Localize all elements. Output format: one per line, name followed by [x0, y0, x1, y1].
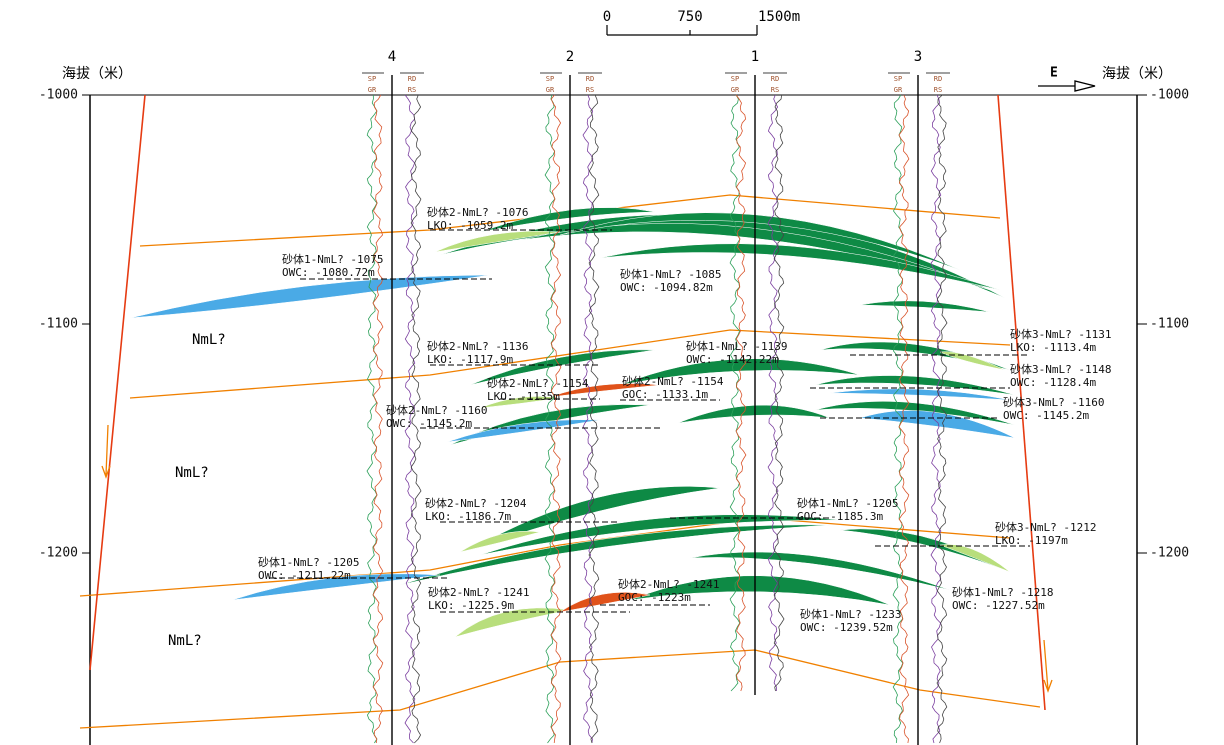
formation-label: NmL?: [192, 332, 226, 348]
sand-lens: [130, 275, 490, 318]
log-label: RS: [934, 86, 942, 94]
annotation-title: 砂体2-NmL? -1154: [622, 374, 724, 388]
scale-bar: [607, 25, 757, 35]
annotation-title: 砂体2-NmL? -1204: [425, 496, 527, 510]
log-curve: [589, 95, 599, 743]
sand-lens: [435, 231, 560, 252]
tick-label: -1100: [1150, 317, 1189, 332]
direction-arrow: [1038, 81, 1095, 91]
well-name: 2: [566, 49, 574, 65]
annotation-contact: GOC: -1223m: [618, 591, 691, 604]
tick-label: -1200: [1150, 546, 1189, 561]
well-name: 1: [751, 49, 759, 65]
fault-arrow: [102, 425, 110, 477]
annotation-contact: LKO: -1059.2m: [427, 219, 513, 232]
axis-title: 海拔（米）: [62, 66, 132, 82]
annotation-contact: OWC: -1227.52m: [952, 599, 1045, 612]
log-curve: [373, 95, 383, 743]
annotation-title: 砂体2-NmL? -1160: [386, 403, 487, 417]
axis-title: 海拔（米）: [1102, 66, 1172, 82]
fault: [90, 95, 145, 670]
annotation-contact: LKO: -1197m: [995, 534, 1068, 547]
log-label: GR: [731, 86, 740, 94]
annotation-contact: OWC: -1142.22m: [686, 353, 779, 366]
log-label: RD: [771, 75, 779, 83]
scale-label: 1500m: [758, 9, 800, 25]
log-label: GR: [894, 86, 903, 94]
log-curve: [774, 95, 784, 691]
annotation-title: 砂体1-NmL? -1218: [952, 585, 1053, 599]
annotation-title: 砂体2-NmL? -1154: [487, 376, 589, 390]
annotation-title: 砂体3-NmL? -1131: [1010, 327, 1111, 341]
sand-lens: [860, 301, 990, 312]
log-label: GR: [368, 86, 377, 94]
annotation-title: 砂体3-NmL? -1148: [1010, 362, 1111, 376]
log-label: RS: [586, 86, 594, 94]
sand-lens: [940, 544, 1010, 572]
annotation-contact: LKO: -1117.9m: [427, 353, 513, 366]
annotation-contact: GOC: -1133.1m: [622, 388, 708, 401]
annotation-contact: OWC: -1239.52m: [800, 621, 893, 634]
annotation-title: 砂体1-NmL? -1139: [686, 339, 787, 353]
annotation-title: 砂体2-NmL? -1136: [427, 339, 528, 353]
log-label: SP: [368, 75, 376, 83]
annotation-contact: OWC: -1094.82m: [620, 281, 713, 294]
horizon: [80, 650, 1040, 728]
annotation-title: 砂体2-NmL? -1241: [618, 577, 719, 591]
sand-lens: [940, 352, 1005, 370]
sand-lens: [820, 342, 1010, 370]
log-label: RS: [408, 86, 416, 94]
tick-label: -1000: [1150, 88, 1189, 103]
sand-lens: [678, 405, 830, 423]
annotation-contact: LKO: -1135m: [487, 390, 560, 403]
annotation-contact: LKO: -1186.7m: [425, 510, 511, 523]
annotation-title: 砂体1-NmL? -1205: [797, 496, 898, 510]
scale-label: 750: [677, 9, 702, 25]
log-label: RS: [771, 86, 779, 94]
annotation-contact: GOC: -1185.3m: [797, 510, 883, 523]
annotation-contact: OWC: -1145.2m: [1003, 409, 1089, 422]
scale-label: 0: [603, 9, 611, 25]
log-label: GR: [546, 86, 555, 94]
annotation-title: 砂体1-NmL? -1205: [258, 555, 359, 569]
log-label: SP: [731, 75, 739, 83]
formation-label: NmL?: [168, 633, 202, 649]
log-label: RD: [408, 75, 416, 83]
formation-label: NmL?: [175, 465, 209, 481]
log-label: SP: [546, 75, 554, 83]
annotation-title: 砂体2-NmL? -1076: [427, 205, 528, 219]
annotation-title: 砂体1-NmL? -1233: [800, 607, 901, 621]
cross-section: 0 750 1500m 海拔（米） 海拔（米） E 4 SP GR RD RS 2 SP GR…: [0, 0, 1224, 745]
annotation-contact: LKO: -1113.4m: [1010, 341, 1096, 354]
annotation-title: 砂体2-NmL? -1241: [428, 585, 529, 599]
direction-label: E: [1050, 66, 1058, 81]
well-name: 3: [914, 49, 922, 65]
log-label: SP: [894, 75, 902, 83]
tick-label: -1000: [39, 88, 78, 103]
log-curve: [367, 95, 377, 743]
log-label: RD: [934, 75, 942, 83]
tick-label: -1200: [39, 546, 78, 561]
annotation-contact: LKO: -1225.9m: [428, 599, 514, 612]
annotation-contact: OWC: -1128.4m: [1010, 376, 1096, 389]
page: 0 750 1500m 海拔（米） 海拔（米） E 4 SP GR RD RS 2 SP GR…: [0, 0, 1224, 745]
fault-arrow: [1044, 640, 1052, 691]
annotation-contact: OWC: -1211.22m: [258, 569, 351, 582]
well-name: 4: [388, 49, 396, 65]
annotation-title: 砂体3-NmL? -1160: [1003, 395, 1104, 409]
annotation-contact: OWC: -1080.72m: [282, 266, 375, 279]
annotation-title: 砂体1-NmL? -1075: [282, 252, 383, 266]
log-label: RD: [586, 75, 594, 83]
annotation-title: 砂体3-NmL? -1212: [995, 520, 1096, 534]
log-curve: [768, 95, 778, 691]
annotation-contact: OWC: -1145.2m: [386, 417, 472, 430]
tick-label: -1100: [39, 317, 78, 332]
annotation-title: 砂体1-NmL? -1085: [620, 267, 721, 281]
